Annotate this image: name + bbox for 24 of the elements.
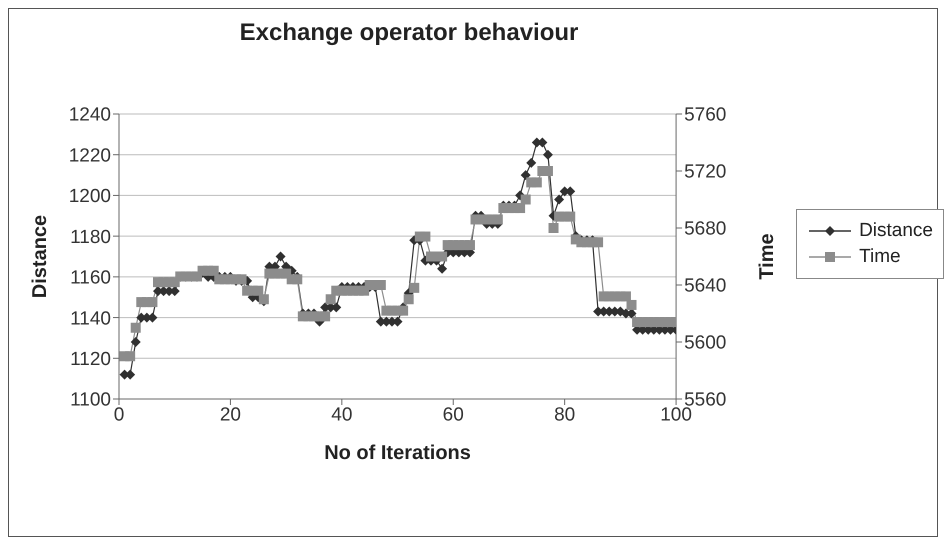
y2-tick-label: 5680 xyxy=(684,218,726,240)
y-tick-label: 1220 xyxy=(68,145,111,166)
y-tick-label: 1240 xyxy=(68,104,111,126)
legend-label: Distance xyxy=(859,220,933,242)
y-tick-label: 1140 xyxy=(70,308,111,330)
legend-label: Time xyxy=(859,246,901,268)
x-tick-label: 0 xyxy=(114,404,124,426)
x-axis-title: No of Iterations xyxy=(324,442,471,464)
y-tick-label: 1200 xyxy=(68,186,111,208)
x-tick-label: 40 xyxy=(331,404,352,426)
y-tick-label: 1160 xyxy=(70,268,111,289)
y2-tick-label: 5640 xyxy=(684,276,726,297)
y2-tick-label: 5720 xyxy=(684,162,726,183)
y-tick-label: 1100 xyxy=(70,390,111,411)
y-tick-label: 1120 xyxy=(70,349,111,370)
y-axis-title: Distance xyxy=(29,214,52,298)
chart-title: Exchange operator behaviour xyxy=(238,19,580,47)
y-tick-label: 1180 xyxy=(70,226,111,248)
x-tick-label: 20 xyxy=(220,404,241,426)
y2-tick-label: 5760 xyxy=(684,104,726,126)
y2-axis-title: Time xyxy=(756,233,778,280)
x-tick-label: 80 xyxy=(554,404,576,426)
y2-tick-label: 5600 xyxy=(684,332,726,354)
x-tick-label: 60 xyxy=(442,404,464,426)
